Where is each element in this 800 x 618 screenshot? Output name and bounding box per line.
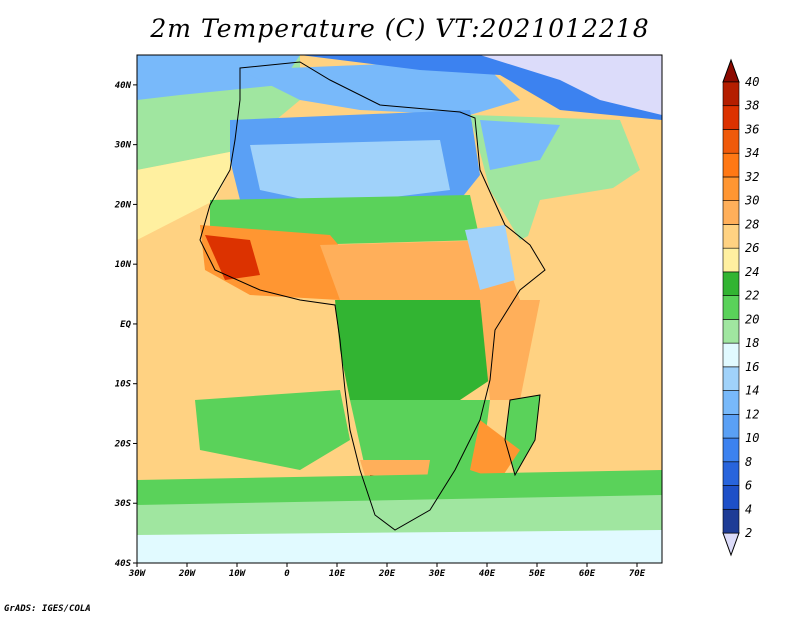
lat-tick-label: 10N <box>115 260 132 270</box>
southern-ocean-cold <box>137 530 662 563</box>
colorbar-swatch <box>722 81 740 107</box>
colorbar-swatch <box>722 342 740 368</box>
lon-tick-label: 50E <box>529 569 546 579</box>
arabia-north <box>480 120 560 170</box>
colorbar-swatch <box>722 152 740 178</box>
colorbar-swatch <box>722 295 740 320</box>
lat-tick-label: 30S <box>114 499 132 509</box>
credit-text: GrADS: IGES/COLA <box>4 604 91 614</box>
colorbar-swatch <box>722 461 740 486</box>
colorbar-label: 36 <box>744 122 759 136</box>
colorbar-swatch <box>722 176 740 201</box>
colorbar-label: 30 <box>744 194 759 208</box>
lon-tick-label: 20W <box>178 569 197 579</box>
temperature-field <box>137 55 662 563</box>
indian-ocean-north <box>520 180 662 330</box>
map-title: 2m Temperature (C) VT:2021012218 <box>150 14 650 43</box>
west-africa-very-hot <box>205 235 260 280</box>
colorbar-high-triangle <box>722 58 740 83</box>
colorbar-label: 22 <box>745 289 759 303</box>
lat-tick-label: 40N <box>115 81 132 91</box>
colorbar-label: 20 <box>745 312 759 326</box>
colorbar-low-triangle <box>722 532 740 557</box>
colorbar-swatch <box>722 414 740 439</box>
colorbar-label: 40 <box>745 75 759 89</box>
atlantic-warm-band <box>137 150 240 240</box>
colorbar-label: 14 <box>745 384 759 398</box>
colorbar-label: 38 <box>744 99 759 113</box>
mediterranean <box>240 60 520 115</box>
colorbar-label: 32 <box>744 170 759 184</box>
colorbar-label: 2 <box>745 526 752 540</box>
colorbar-label: 28 <box>745 217 759 231</box>
congo-green <box>335 300 490 420</box>
colorbar-label: 12 <box>745 407 759 421</box>
colorbar-swatch <box>722 508 740 534</box>
latitude-axis: 40N 30N 20N 10N EQ 10S 20S 30S 40S <box>114 81 137 569</box>
colorbar-swatch <box>722 129 740 154</box>
colorbar-label: 6 <box>745 479 752 493</box>
colorbar-swatch <box>722 319 740 344</box>
lon-tick-label: 40E <box>479 569 496 579</box>
colorbar-swatch <box>722 390 740 415</box>
map-frame <box>136 54 663 564</box>
colorbar-label: 10 <box>745 431 759 445</box>
colorbar-swatch <box>722 485 740 510</box>
colorbar-swatch <box>722 247 740 273</box>
lon-tick-label: 20E <box>378 569 396 579</box>
ethiopian-highlands <box>465 225 515 290</box>
colorbar-label: 8 <box>745 455 752 469</box>
colorbar-label: 4 <box>745 502 752 516</box>
central-africa-warm <box>320 240 520 310</box>
colorbar-label: 24 <box>745 265 759 279</box>
madagascar-coastline <box>504 394 541 477</box>
colorbar-swatch <box>722 224 740 249</box>
lat-tick-label: 20N <box>114 200 132 210</box>
colorbar-swatch <box>722 271 740 296</box>
lon-tick-label: 10W <box>229 569 247 579</box>
lon-tick-label: 30E <box>428 569 446 579</box>
lat-tick-label: EQ <box>120 320 131 330</box>
colorbar-swatch <box>722 366 740 391</box>
south-atlantic-green <box>195 390 350 470</box>
africa-coastline <box>199 61 546 531</box>
lon-tick-label: 10E <box>329 569 346 579</box>
lon-tick-label: 70E <box>629 569 646 579</box>
colorbar-label: 34 <box>744 146 759 160</box>
colorbar-swatch <box>722 105 740 130</box>
colorbar-label: 26 <box>745 241 759 255</box>
lat-tick-label: 40S <box>115 559 132 569</box>
mozambique-channel <box>470 420 520 480</box>
lon-tick-label: 60E <box>579 569 596 579</box>
lat-tick-label: 10S <box>115 380 132 390</box>
colorbar-swatch <box>722 437 740 463</box>
sahara-mid <box>250 140 450 205</box>
colorbar-label: 18 <box>745 336 759 350</box>
east-africa-coast <box>480 300 540 400</box>
lon-tick-label: 0 <box>284 569 290 579</box>
longitude-axis: 30W 20W 10W 0 10E 20E 30E 40E 50E 60E 70E <box>128 563 646 579</box>
colorbar-swatch <box>722 200 740 225</box>
lat-tick-label: 30N <box>114 141 132 151</box>
asia-very-cold <box>480 55 662 115</box>
lon-tick-label: 30W <box>128 569 147 579</box>
colorbar-label: 16 <box>745 360 759 374</box>
lat-tick-label: 20S <box>114 439 132 449</box>
